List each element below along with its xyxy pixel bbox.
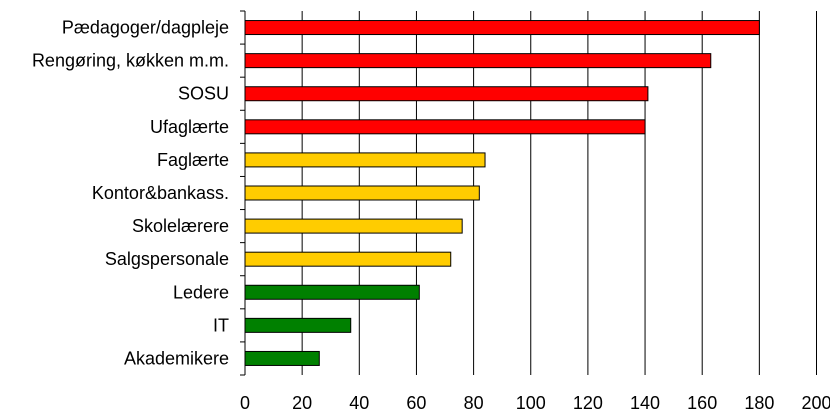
bars	[244, 20, 760, 366]
x-tick-label-40: 40	[349, 393, 369, 413]
x-tick-label-20: 20	[292, 393, 312, 413]
x-tick-label-140: 140	[630, 393, 660, 413]
bar-1	[244, 53, 712, 69]
category-label-8: Ledere	[173, 282, 229, 302]
y-axis-ticks	[240, 10, 245, 376]
bar-5	[244, 185, 480, 201]
category-label-2: SOSU	[178, 84, 229, 104]
category-labels: Pædagoger/dagpleje Rengøring, køkken m.m.…	[32, 18, 229, 369]
bar-4	[244, 152, 486, 168]
x-tick-label-100: 100	[516, 393, 546, 413]
bar-10	[244, 350, 320, 366]
bar-9	[244, 317, 352, 333]
x-tick-label-180: 180	[744, 393, 774, 413]
x-tick-label-0: 0	[240, 393, 250, 413]
category-label-5: Kontor&bankass.	[92, 183, 229, 203]
category-label-1: Rengøring, køkken m.m.	[32, 51, 229, 71]
x-tick-label-200: 200	[801, 393, 830, 413]
bar-2	[244, 86, 649, 102]
category-label-0: Pædagoger/dagpleje	[62, 18, 229, 38]
category-label-4: Faglærte	[157, 150, 229, 170]
category-label-3: Ufaglærte	[150, 117, 229, 137]
category-label-7: Salgspersonale	[105, 249, 229, 269]
x-tick-label-80: 80	[464, 393, 484, 413]
bar-6	[244, 218, 463, 234]
x-tick-label-160: 160	[687, 393, 717, 413]
x-axis-tick-labels: 0 20 40 60 80 100 120 140 160 180 200	[240, 393, 830, 413]
bar-0	[244, 20, 760, 36]
category-label-9: IT	[213, 315, 229, 335]
x-tick-label-60: 60	[406, 393, 426, 413]
x-tick-label-120: 120	[573, 393, 603, 413]
gridlines	[301, 11, 817, 375]
bar-7	[244, 251, 452, 267]
bar-3	[244, 119, 646, 135]
category-label-10: Akademikere	[124, 348, 229, 368]
category-label-6: Skolelærere	[132, 216, 229, 236]
bar-8	[244, 284, 420, 300]
